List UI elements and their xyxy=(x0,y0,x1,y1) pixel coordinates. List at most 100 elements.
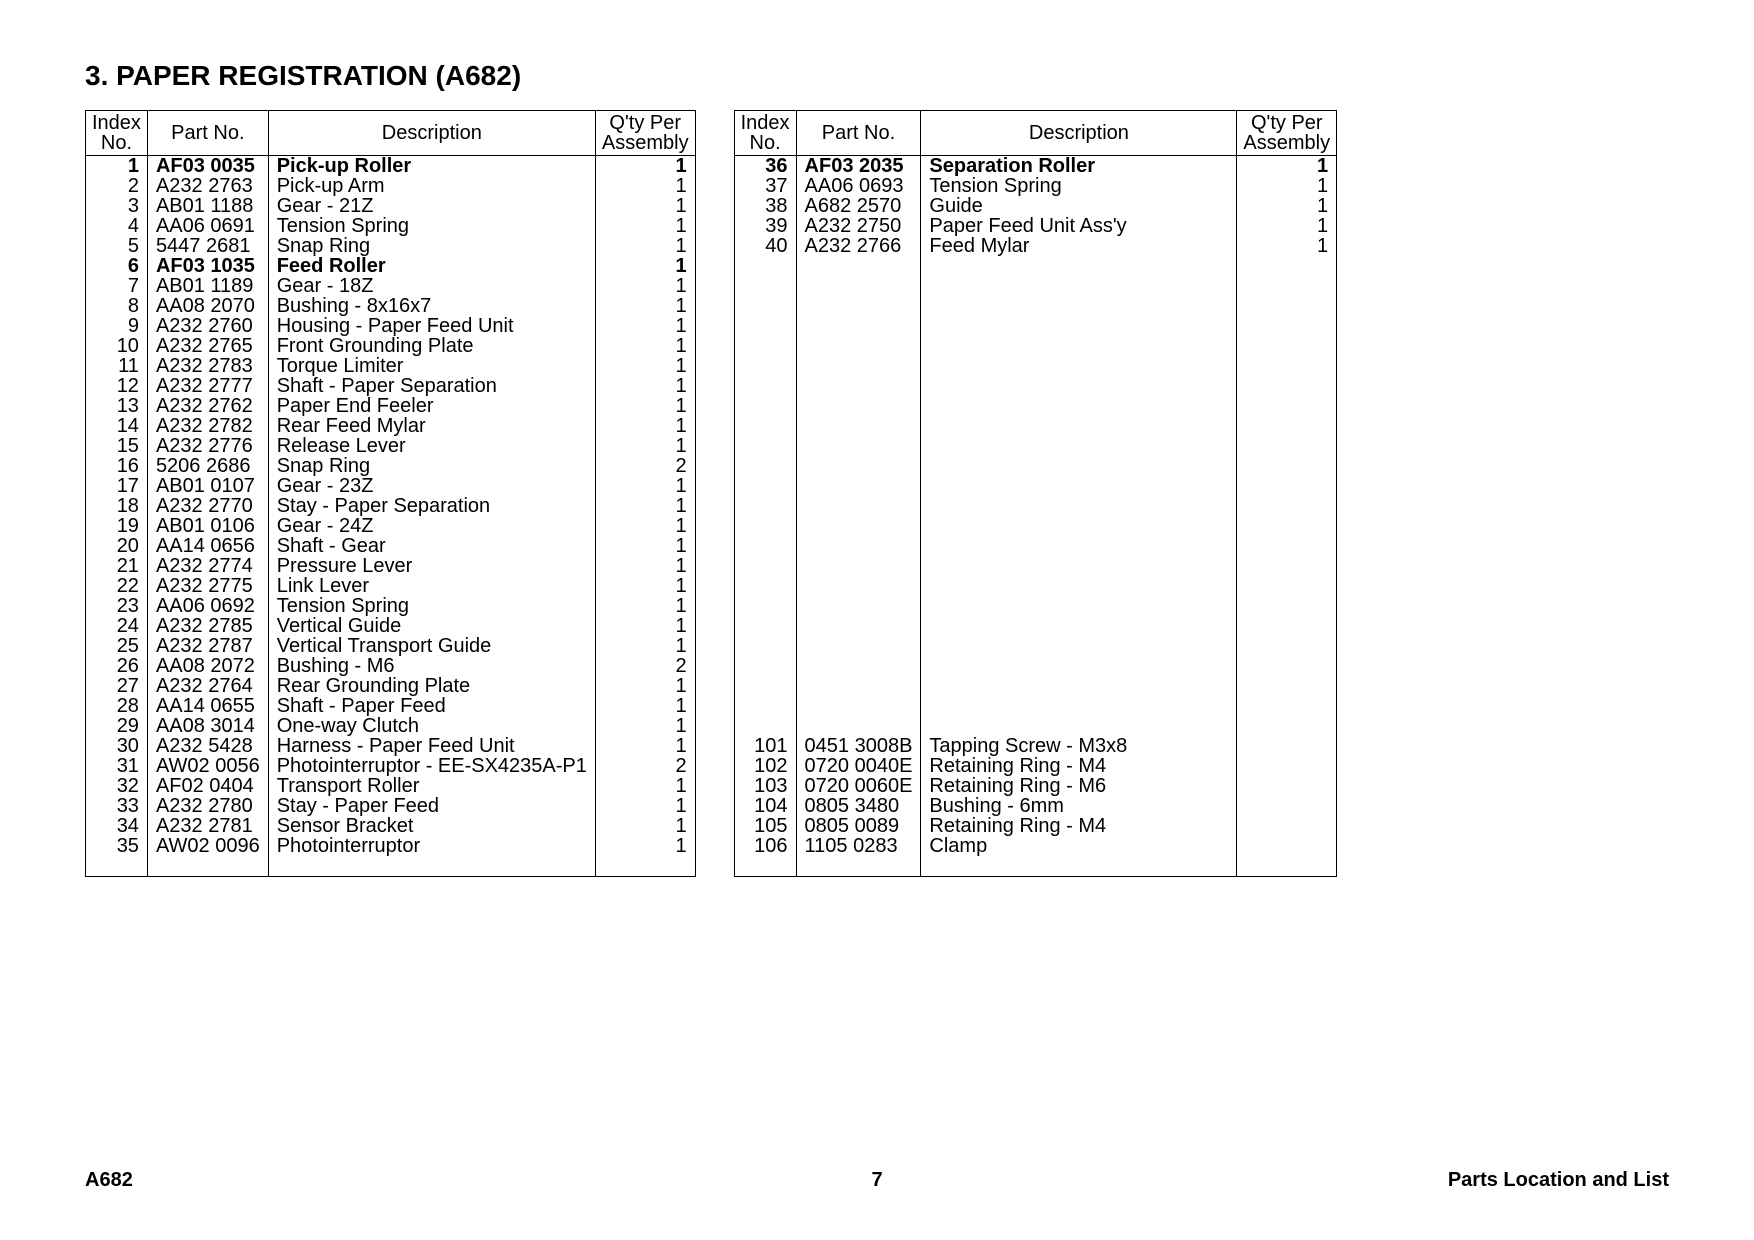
table-row-empty xyxy=(734,676,1337,696)
table-row: 28AA14 0655Shaft - Paper Feed1 xyxy=(86,696,696,716)
cell-qty: 1 xyxy=(595,156,695,177)
cell-partno: A232 2777 xyxy=(147,376,268,396)
cell-index: 103 xyxy=(734,776,796,796)
cell-qty: 1 xyxy=(595,256,695,276)
cell-qty xyxy=(1237,756,1337,776)
cell-qty: 1 xyxy=(595,716,695,736)
cell-description: Rear Grounding Plate xyxy=(268,676,595,696)
cell-qty: 1 xyxy=(1237,236,1337,256)
table-row: 32AF02 0404Transport Roller1 xyxy=(86,776,696,796)
cell-index: 39 xyxy=(734,216,796,236)
cell-qty: 1 xyxy=(595,676,695,696)
cell-partno: AB01 0106 xyxy=(147,516,268,536)
table-row-empty xyxy=(734,516,1337,536)
table-row: 23AA06 0692Tension Spring1 xyxy=(86,596,696,616)
table-row-empty xyxy=(734,276,1337,296)
table-row: 1020720 0040ERetaining Ring - M4 xyxy=(734,756,1337,776)
table-row-empty xyxy=(734,716,1337,736)
cell-description: Tension Spring xyxy=(268,216,595,236)
cell-index: 104 xyxy=(734,796,796,816)
table-row-empty xyxy=(734,376,1337,396)
table-row: 19AB01 0106Gear - 24Z1 xyxy=(86,516,696,536)
cell-partno: AA08 3014 xyxy=(147,716,268,736)
cell-description: Photointerruptor - EE-SX4235A-P1 xyxy=(268,756,595,776)
cell-index: 7 xyxy=(86,276,148,296)
table-row: 29AA08 3014One-way Clutch1 xyxy=(86,716,696,736)
cell-partno: AF03 2035 xyxy=(796,156,921,177)
cell-qty: 1 xyxy=(595,176,695,196)
table-row-empty xyxy=(86,856,696,877)
cell-description: Release Lever xyxy=(268,436,595,456)
table-row: 40A232 2766Feed Mylar1 xyxy=(734,236,1337,256)
cell-qty: 1 xyxy=(1237,196,1337,216)
cell-index: 22 xyxy=(86,576,148,596)
cell-description: Vertical Guide xyxy=(268,616,595,636)
cell-index: 6 xyxy=(86,256,148,276)
cell-description: Gear - 24Z xyxy=(268,516,595,536)
cell-qty xyxy=(1237,816,1337,836)
table-row-empty xyxy=(734,696,1337,716)
cell-index: 15 xyxy=(86,436,148,456)
cell-description: Shaft - Gear xyxy=(268,536,595,556)
cell-partno: A232 2785 xyxy=(147,616,268,636)
cell-partno: 0720 0040E xyxy=(796,756,921,776)
table-row: 165206 2686Snap Ring2 xyxy=(86,456,696,476)
cell-description: Clamp xyxy=(921,836,1237,856)
table-header-row: Index No. Part No. Description Q'ty Per … xyxy=(86,111,696,156)
cell-partno: A232 2783 xyxy=(147,356,268,376)
col-header-index: Index No. xyxy=(86,111,148,156)
table-row: 38A682 2570Guide1 xyxy=(734,196,1337,216)
cell-index: 105 xyxy=(734,816,796,836)
table-row-empty xyxy=(734,636,1337,656)
table-row: 10A232 2765Front Grounding Plate1 xyxy=(86,336,696,356)
cell-partno: A232 2762 xyxy=(147,396,268,416)
cell-index: 34 xyxy=(86,816,148,836)
table-row-empty xyxy=(734,576,1337,596)
cell-qty: 1 xyxy=(595,356,695,376)
cell-description: Harness - Paper Feed Unit xyxy=(268,736,595,756)
cell-partno: A232 2780 xyxy=(147,796,268,816)
cell-index: 20 xyxy=(86,536,148,556)
table-row: 2A232 2763Pick-up Arm1 xyxy=(86,176,696,196)
cell-description: Pick-up Roller xyxy=(268,156,595,177)
cell-partno: AA06 0692 xyxy=(147,596,268,616)
cell-description: Feed Mylar xyxy=(921,236,1237,256)
cell-qty xyxy=(1237,836,1337,856)
cell-qty xyxy=(1237,736,1337,756)
cell-description: Vertical Transport Guide xyxy=(268,636,595,656)
cell-index: 21 xyxy=(86,556,148,576)
cell-partno: AA06 0693 xyxy=(796,176,921,196)
cell-description: One-way Clutch xyxy=(268,716,595,736)
cell-description: Paper End Feeler xyxy=(268,396,595,416)
table-row-empty xyxy=(734,396,1337,416)
table-row: 4AA06 0691Tension Spring1 xyxy=(86,216,696,236)
cell-qty: 1 xyxy=(595,436,695,456)
table-row: 1AF03 0035Pick-up Roller1 xyxy=(86,156,696,177)
cell-qty: 1 xyxy=(595,396,695,416)
cell-description: Guide xyxy=(921,196,1237,216)
table-row: 34A232 2781Sensor Bracket1 xyxy=(86,816,696,836)
cell-qty: 1 xyxy=(595,476,695,496)
table-row: 1010451 3008BTapping Screw - M3x8 xyxy=(734,736,1337,756)
cell-qty: 1 xyxy=(595,636,695,656)
cell-index: 32 xyxy=(86,776,148,796)
cell-description: Retaining Ring - M4 xyxy=(921,816,1237,836)
footer-page-number: 7 xyxy=(85,1169,1669,1192)
cell-qty xyxy=(1237,776,1337,796)
cell-qty: 1 xyxy=(595,736,695,756)
cell-partno: A232 2770 xyxy=(147,496,268,516)
cell-partno: AF02 0404 xyxy=(147,776,268,796)
cell-qty: 1 xyxy=(595,516,695,536)
cell-index: 35 xyxy=(86,836,148,856)
cell-description: Front Grounding Plate xyxy=(268,336,595,356)
cell-partno: A232 2765 xyxy=(147,336,268,356)
table-row: 12A232 2777Shaft - Paper Separation1 xyxy=(86,376,696,396)
cell-description: Bushing - M6 xyxy=(268,656,595,676)
cell-index: 106 xyxy=(734,836,796,856)
cell-index: 38 xyxy=(734,196,796,216)
table-row-empty xyxy=(734,256,1337,276)
cell-qty: 1 xyxy=(595,836,695,856)
cell-description: Torque Limiter xyxy=(268,356,595,376)
table-header-row: Index No. Part No. Description Q'ty Per … xyxy=(734,111,1337,156)
cell-partno: A232 2776 xyxy=(147,436,268,456)
